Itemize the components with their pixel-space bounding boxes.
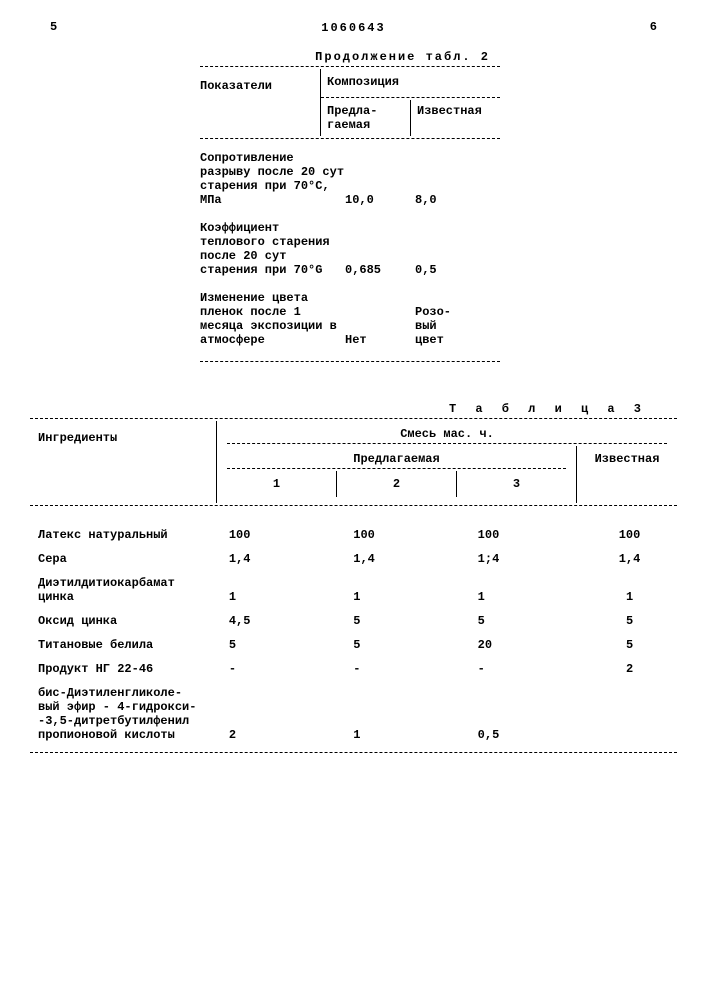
row-value: 10,0 — [345, 193, 415, 207]
table2-row: Изменение цвета пленок после 1 месяца эк… — [200, 291, 500, 347]
cell: - — [333, 662, 457, 676]
col-num: 2 — [337, 471, 457, 497]
cell: 5 — [209, 638, 333, 652]
table3-row: бис-Диэтиленгликоле- вый эфир - 4-гидрок… — [30, 686, 677, 742]
cell: 1 — [209, 590, 333, 604]
cell: 100 — [582, 528, 677, 542]
table3-header-ingredients: Ингредиенты — [30, 421, 217, 503]
cell: 100 — [209, 528, 333, 542]
col-num: 1 — [217, 471, 337, 497]
cell: 2 — [582, 662, 677, 676]
cell: 5 — [458, 614, 582, 628]
cell: 1 — [582, 590, 677, 604]
document-number: 1060643 — [30, 21, 677, 35]
cell: 5 — [582, 614, 677, 628]
cell: 100 — [458, 528, 582, 542]
cell: 1,4 — [209, 552, 333, 566]
table3-row: Латекс натуральный 100 100 100 100 — [30, 528, 677, 542]
ingredient-label: бис-Диэтиленгликоле- вый эфир - 4-гидрок… — [30, 686, 209, 742]
ingredient-label: Титановые белила — [30, 638, 209, 652]
table2-row: Сопротивление разрыву после 20 сут старе… — [200, 151, 500, 207]
cell: 4,5 — [209, 614, 333, 628]
cell: 0,5 — [458, 728, 582, 742]
table3-row: Оксид цинка 4,5 5 5 5 — [30, 614, 677, 628]
page-left: 5 — [50, 20, 57, 34]
row-value: 0,685 — [345, 263, 415, 277]
cell: 1,4 — [333, 552, 457, 566]
row-value: Розо- вый цвет — [415, 305, 500, 347]
cell: 1 — [333, 728, 457, 742]
row-label: Сопротивление разрыву после 20 сут старе… — [200, 151, 345, 207]
cell: - — [458, 662, 582, 676]
col-num: 3 — [457, 471, 576, 497]
ingredient-label: Латекс натуральный — [30, 528, 209, 542]
table-3: Ингредиенты Смесь мас. ч. Предлагаемая 1… — [30, 418, 677, 753]
table2-caption: Продолжение табл. 2 — [200, 50, 500, 64]
cell: 1 — [333, 590, 457, 604]
cell: 5 — [333, 638, 457, 652]
cell: 5 — [582, 638, 677, 652]
table3-sub-known: Известная — [577, 446, 677, 503]
table2-row: Коэффициент теплового старения после 20 … — [200, 221, 500, 277]
cell: 2 — [209, 728, 333, 742]
ingredient-label: Продукт НГ 22-46 — [30, 662, 209, 676]
cell: 1 — [458, 590, 582, 604]
table2-sub-proposed: Предла- гаемая — [321, 100, 411, 136]
row-value: Нет — [345, 333, 415, 347]
table-2: Продолжение табл. 2 Показатели Композици… — [200, 50, 500, 362]
cell: 1,4 — [582, 552, 677, 566]
ingredient-label: Сера — [30, 552, 209, 566]
table3-row: Сера 1,4 1,4 1;4 1,4 — [30, 552, 677, 566]
row-value: 8,0 — [415, 193, 500, 207]
page-right: 6 — [650, 20, 657, 34]
table2-header: Показатели Композиция Предла- гаемая Изв… — [200, 69, 500, 136]
table3-row: Продукт НГ 22-46 - - - 2 — [30, 662, 677, 676]
cell: 1;4 — [458, 552, 582, 566]
table3-caption: Т а б л и ц а 3 — [30, 402, 677, 416]
table2-header-composition: Композиция — [321, 69, 500, 95]
table2-sub-known: Известная — [411, 100, 500, 136]
cell: 5 — [333, 614, 457, 628]
table3-sub-proposed: Предлагаемая — [217, 452, 576, 466]
ingredient-label: Оксид цинка — [30, 614, 209, 628]
row-label: Изменение цвета пленок после 1 месяца эк… — [200, 291, 345, 347]
table3-row: Диэтилдитиокарбамат цинка 1 1 1 1 — [30, 576, 677, 604]
row-value: 0,5 — [415, 263, 500, 277]
cell: 100 — [333, 528, 457, 542]
row-label: Коэффициент теплового старения после 20 … — [200, 221, 345, 277]
table3-row: Титановые белила 5 5 20 5 — [30, 638, 677, 652]
table3-header-mixture: Смесь мас. ч. — [217, 427, 677, 441]
ingredient-label: Диэтилдитиокарбамат цинка — [30, 576, 209, 604]
cell: 20 — [458, 638, 582, 652]
cell: - — [209, 662, 333, 676]
table2-header-indicators: Показатели — [200, 69, 321, 136]
